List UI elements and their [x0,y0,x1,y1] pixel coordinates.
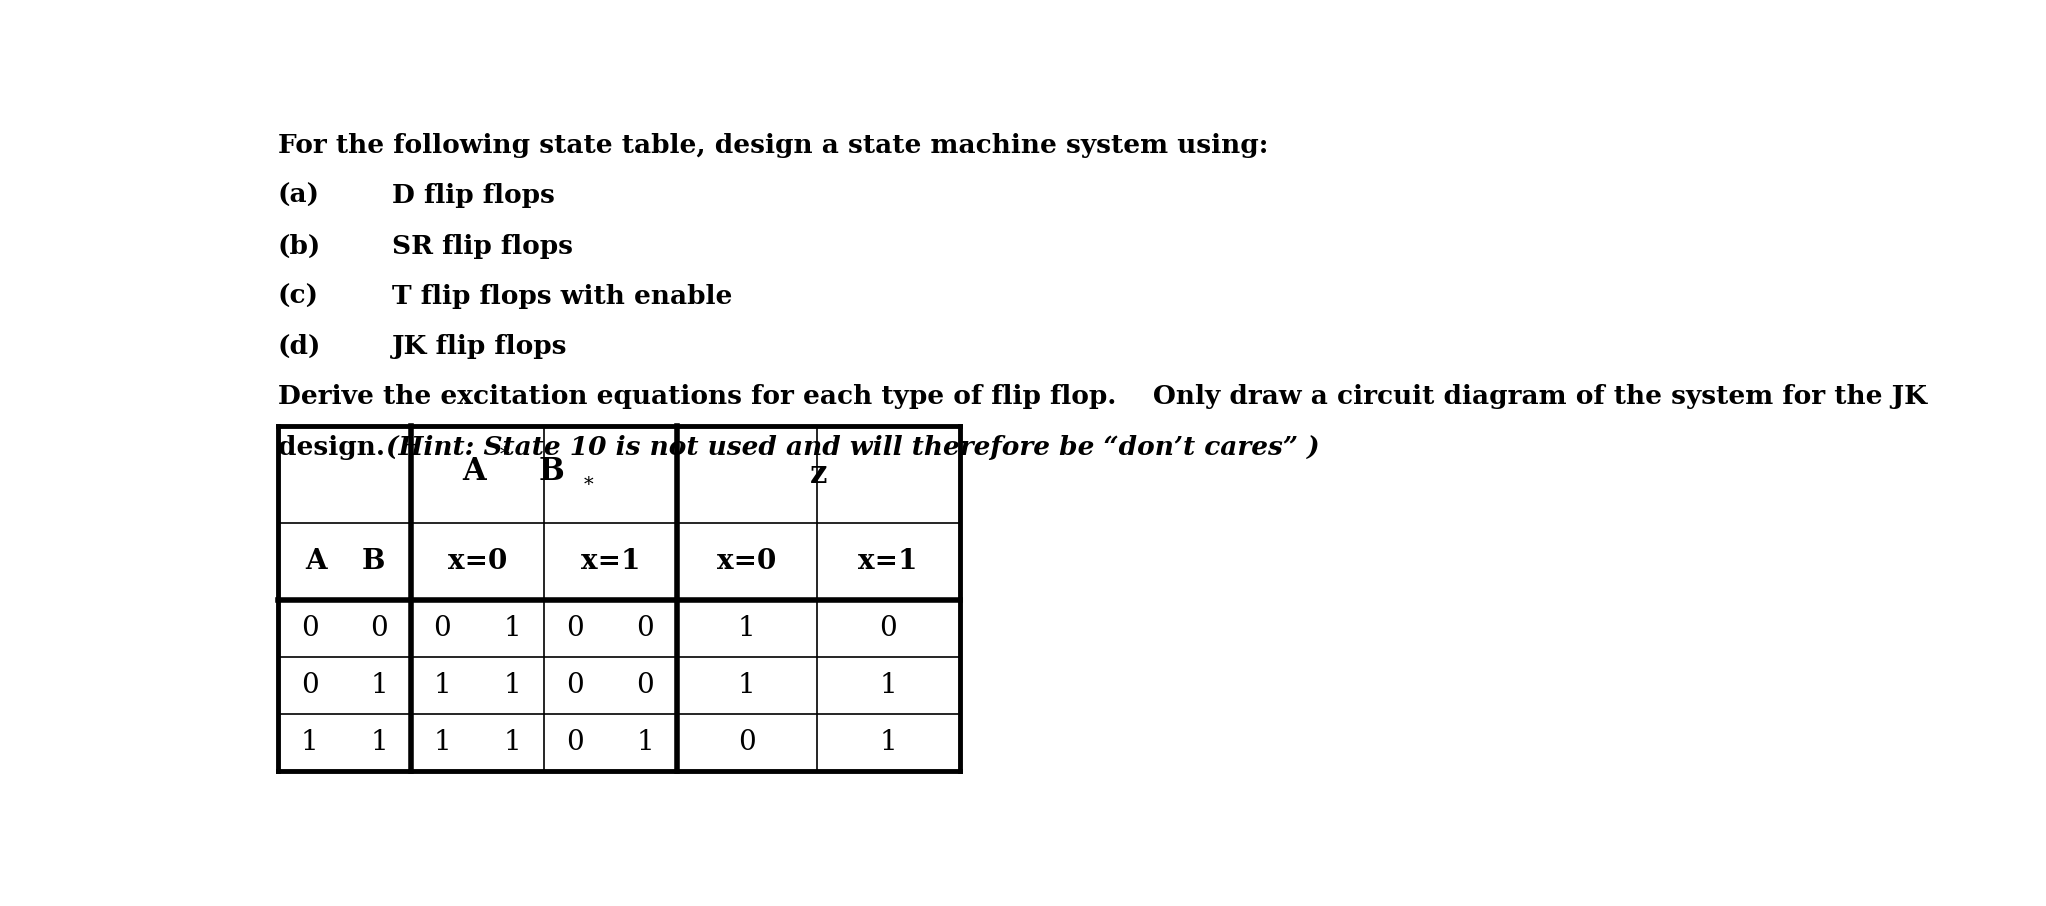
Text: 0: 0 [567,729,585,757]
Text: D flip flops: D flip flops [393,183,554,208]
Text: *: * [499,446,509,464]
Text: 0: 0 [567,672,585,699]
Text: For the following state table, design a state machine system using:: For the following state table, design a … [278,133,1269,159]
Text: 1: 1 [434,729,452,757]
Text: 0: 0 [434,615,452,641]
Text: 0: 0 [567,615,585,641]
Text: x=1: x=1 [581,548,640,575]
Text: JK flip flops: JK flip flops [393,334,567,359]
Text: (b): (b) [278,234,321,258]
Text: A: A [305,548,327,575]
Text: 1: 1 [739,615,755,641]
Text: 1: 1 [503,672,522,699]
Text: (d): (d) [278,334,321,359]
Text: 1: 1 [434,672,452,699]
Text: 0: 0 [301,615,319,641]
Text: Derive the excitation equations for each type of flip flop.    Only draw a circu: Derive the excitation equations for each… [278,384,1927,410]
Text: (Hint: State 10 is not used and will therefore be “don’t cares” ): (Hint: State 10 is not used and will the… [387,435,1320,459]
Text: 1: 1 [301,729,319,757]
Text: 1: 1 [370,672,389,699]
Text: 0: 0 [636,615,655,641]
Text: B: B [538,456,565,487]
Text: x=0: x=0 [448,548,507,575]
Text: SR flip flops: SR flip flops [393,234,573,258]
Text: A: A [462,456,485,487]
Text: 1: 1 [370,729,389,757]
Text: 0: 0 [739,729,755,757]
Text: (a): (a) [278,183,319,208]
Text: 0: 0 [301,672,319,699]
Text: 1: 1 [503,729,522,757]
Text: B: B [362,548,385,575]
Text: 0: 0 [370,615,389,641]
Text: z: z [810,459,827,490]
Text: 0: 0 [880,615,896,641]
Text: 1: 1 [636,729,655,757]
Text: 1: 1 [880,729,896,757]
Text: (c): (c) [278,284,319,309]
Text: 1: 1 [739,672,755,699]
Text: design.: design. [278,435,413,459]
Text: 1: 1 [503,615,522,641]
Text: x=1: x=1 [859,548,919,575]
Text: 1: 1 [880,672,896,699]
Text: T flip flops with enable: T flip flops with enable [393,284,732,309]
Text: 0: 0 [636,672,655,699]
Text: x=0: x=0 [716,548,775,575]
Text: *: * [583,477,593,494]
